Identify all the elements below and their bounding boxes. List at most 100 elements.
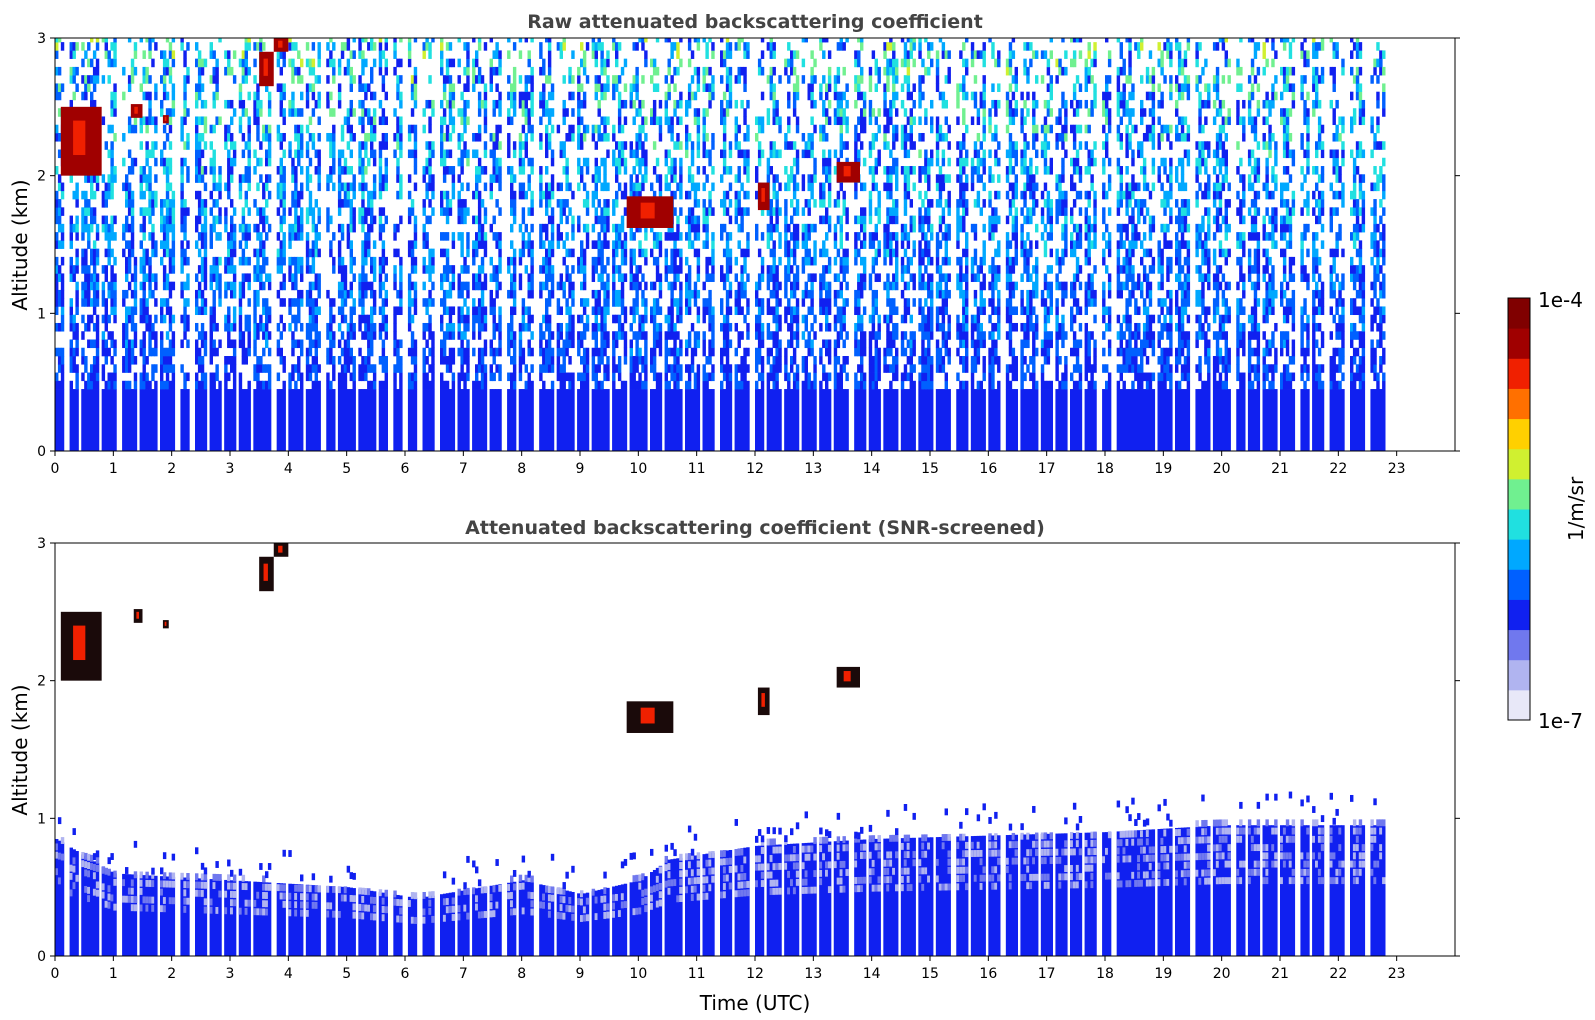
raw-noise-cell — [457, 157, 461, 167]
raw-noise-cell — [343, 157, 348, 167]
raw-noise-cell — [582, 157, 587, 167]
raw-noise-cell — [477, 223, 482, 233]
raw-noise-cell — [180, 199, 184, 208]
raw-noise-cell — [667, 364, 671, 373]
raw-noise-cell — [676, 273, 680, 282]
raw-surface-column — [55, 389, 59, 451]
raw-noise-cell — [807, 306, 811, 316]
raw-noise-cell — [466, 66, 470, 76]
raw-noise-cell — [92, 75, 97, 84]
raw-noise-cell — [670, 331, 674, 340]
raw-noise-cell — [230, 322, 234, 332]
raw-noise-cell — [57, 380, 62, 390]
raw-noise-cell — [547, 190, 552, 200]
raw-noise-cell — [122, 289, 126, 299]
raw-noise-cell — [679, 298, 683, 307]
raw-surface-column — [445, 389, 450, 451]
raw-noise-cell — [635, 356, 639, 365]
raw-noise-cell — [743, 66, 747, 76]
raw-noise-cell — [183, 314, 187, 324]
raw-noise-cell — [521, 240, 526, 249]
raw-noise-cell — [822, 132, 826, 142]
raw-noise-cell — [372, 149, 377, 159]
raw-noise-cell — [215, 281, 219, 291]
raw-surface-column — [667, 389, 671, 451]
raw-noise-cell — [195, 322, 199, 332]
raw-noise-cell — [381, 364, 386, 373]
raw-noise-cell — [145, 207, 149, 216]
raw-surface-column — [521, 389, 526, 451]
raw-noise-cell — [547, 66, 552, 76]
raw-noise-cell — [215, 256, 219, 266]
raw-noise-cell — [256, 372, 260, 382]
raw-noise-cell — [55, 240, 59, 249]
raw-noise-cell — [297, 298, 301, 307]
raw-noise-cell — [297, 306, 301, 316]
raw-noise-cell — [168, 306, 173, 316]
raw-noise-cell — [620, 149, 625, 159]
raw-noise-cell — [582, 58, 587, 68]
raw-noise-cell — [104, 306, 108, 316]
raw-noise-cell — [90, 38, 94, 43]
raw-noise-cell — [256, 124, 260, 134]
raw-noise-cell — [378, 116, 383, 126]
raw-noise-cell — [795, 157, 800, 167]
raw-noise-cell — [104, 199, 108, 208]
raw-noise-cell — [550, 331, 555, 340]
raw-noise-cell — [218, 116, 222, 126]
raw-noise-cell — [778, 356, 782, 365]
raw-noise-cell — [801, 38, 806, 43]
raw-noise-cell — [171, 223, 176, 233]
raw-noise-cell — [775, 372, 779, 382]
raw-noise-cell — [451, 322, 456, 332]
raw-noise-cell — [760, 149, 765, 159]
raw-noise-cell — [577, 141, 581, 150]
raw-noise-cell — [332, 124, 336, 134]
raw-noise-cell — [165, 380, 170, 390]
raw-noise-cell — [693, 66, 698, 76]
raw-noise-cell — [276, 50, 281, 59]
raw-noise-cell — [606, 199, 610, 208]
raw-noise-cell — [629, 380, 633, 390]
raw-noise-cell — [460, 199, 464, 208]
raw-noise-cell — [337, 356, 342, 365]
raw-noise-cell — [148, 182, 152, 192]
raw-noise-cell — [276, 248, 281, 258]
raw-noise-cell — [577, 223, 581, 233]
raw-noise-cell — [600, 223, 604, 233]
raw-noise-cell — [676, 380, 680, 390]
raw-noise-cell — [305, 182, 310, 192]
raw-noise-cell — [690, 364, 695, 373]
raw-noise-cell — [562, 207, 566, 216]
raw-noise-cell — [687, 38, 692, 43]
raw-noise-cell — [256, 83, 260, 92]
raw-noise-cell — [291, 256, 295, 266]
raw-noise-cell — [655, 240, 660, 249]
raw-noise-cell — [276, 58, 281, 68]
raw-noise-cell — [425, 182, 429, 192]
raw-noise-cell — [495, 265, 499, 274]
raw-noise-cell — [527, 116, 531, 126]
raw-noise-cell — [180, 240, 184, 249]
raw-noise-cell — [635, 364, 639, 373]
raw-noise-cell — [696, 38, 701, 43]
raw-noise-cell — [60, 347, 65, 357]
raw-noise-cell — [629, 141, 633, 150]
raw-noise-cell — [463, 149, 467, 159]
raw-noise-cell — [466, 116, 470, 126]
raw-noise-cell — [810, 273, 814, 282]
raw-noise-cell — [60, 190, 65, 200]
raw-noise-cell — [612, 331, 616, 340]
raw-noise-cell — [425, 42, 429, 51]
raw-noise-cell — [679, 91, 683, 101]
raw-noise-cell — [92, 256, 97, 266]
raw-noise-cell — [364, 364, 368, 373]
raw-noise-cell — [676, 248, 680, 258]
raw-noise-cell — [577, 331, 581, 340]
raw-noise-cell — [101, 298, 106, 307]
raw-surface-column — [308, 389, 313, 451]
raw-noise-cell — [755, 166, 759, 175]
raw-noise-cell — [463, 356, 467, 365]
raw-noise-cell — [722, 339, 727, 349]
raw-noise-cell — [822, 199, 826, 208]
